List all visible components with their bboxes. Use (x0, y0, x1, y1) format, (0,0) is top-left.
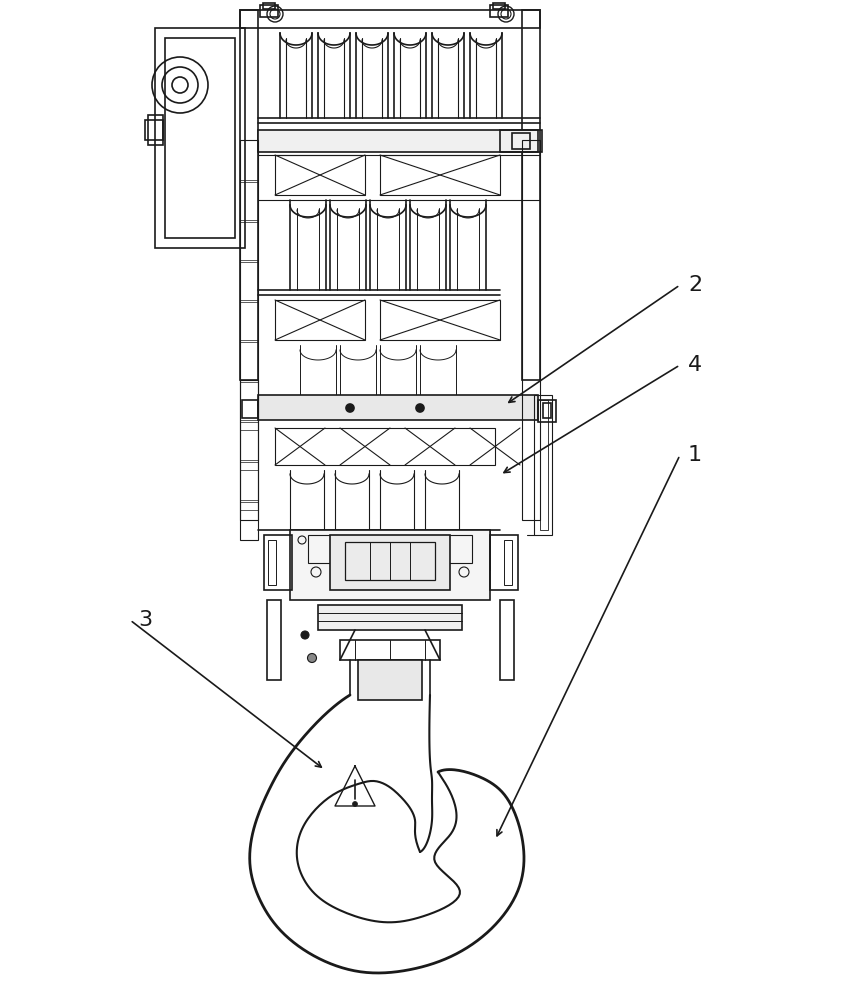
Text: 3: 3 (138, 610, 152, 630)
Bar (275, 428, 495, 465)
Bar (340, 640, 440, 660)
Bar (512, 133, 530, 149)
Bar (240, 140, 258, 520)
Bar (538, 400, 556, 422)
Bar (543, 403, 551, 418)
Circle shape (353, 802, 358, 806)
Bar (258, 130, 538, 152)
Circle shape (416, 404, 424, 412)
Bar (490, 535, 518, 590)
Bar (442, 535, 472, 563)
Bar (493, 3, 505, 9)
Bar (260, 5, 278, 17)
Bar (258, 395, 538, 420)
Bar (522, 10, 540, 380)
Bar (263, 3, 275, 9)
Bar (440, 530, 490, 570)
Bar (522, 140, 540, 520)
Text: 4: 4 (688, 355, 702, 375)
Bar (268, 540, 276, 585)
Bar (308, 535, 338, 563)
Bar (275, 300, 365, 340)
Bar (267, 600, 281, 680)
Text: 2: 2 (688, 275, 702, 295)
Bar (358, 660, 422, 700)
Bar (155, 28, 245, 248)
Text: 1: 1 (688, 445, 702, 465)
Bar (330, 535, 450, 590)
Bar (240, 10, 540, 28)
Bar (540, 400, 548, 530)
Bar (145, 120, 163, 140)
Bar (490, 5, 508, 17)
Circle shape (301, 631, 309, 639)
Bar (290, 530, 490, 600)
Bar (240, 10, 258, 380)
Bar (500, 600, 514, 680)
Bar (534, 395, 552, 535)
Bar (242, 400, 258, 418)
Bar (380, 155, 500, 195)
Circle shape (308, 654, 316, 662)
Circle shape (346, 404, 354, 412)
Bar (380, 300, 500, 340)
Bar (165, 38, 235, 238)
Bar (504, 540, 512, 585)
Bar (345, 542, 435, 580)
Bar (148, 115, 163, 145)
Bar (264, 535, 292, 590)
Bar (290, 530, 340, 570)
Bar (500, 130, 542, 152)
Bar (318, 605, 462, 630)
Bar (240, 380, 258, 540)
Bar (275, 155, 365, 195)
